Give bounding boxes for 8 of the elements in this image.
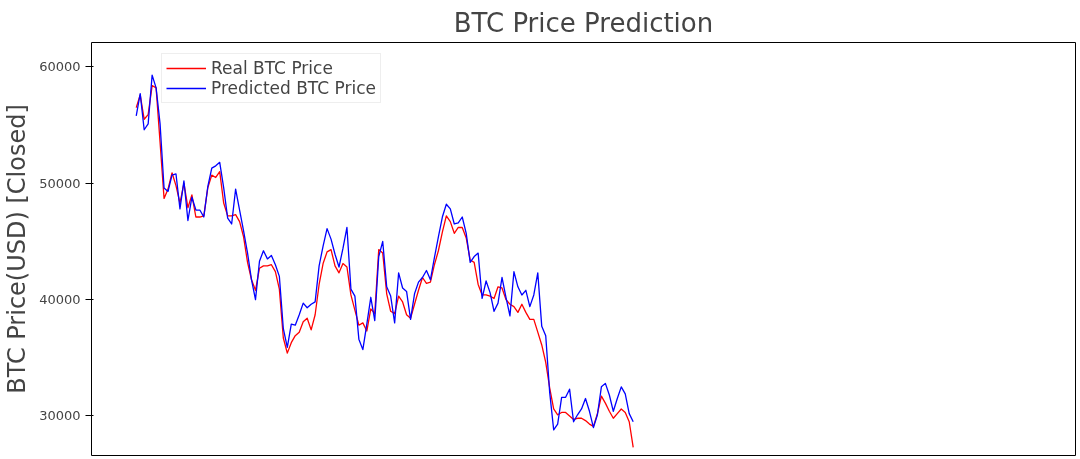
y-tick-label: 30000 [39,408,81,424]
y-tick-label: 40000 [39,292,81,308]
chart-title: BTC Price Prediction [453,7,714,38]
y-tick-label: 50000 [39,175,81,191]
legend-label: Predicted BTC Price [211,78,377,98]
y-tick-label: 60000 [39,59,81,75]
y-axis-title: BTC Price(USD) [Closed] [3,104,32,394]
legend-label: Real BTC Price [211,58,333,78]
